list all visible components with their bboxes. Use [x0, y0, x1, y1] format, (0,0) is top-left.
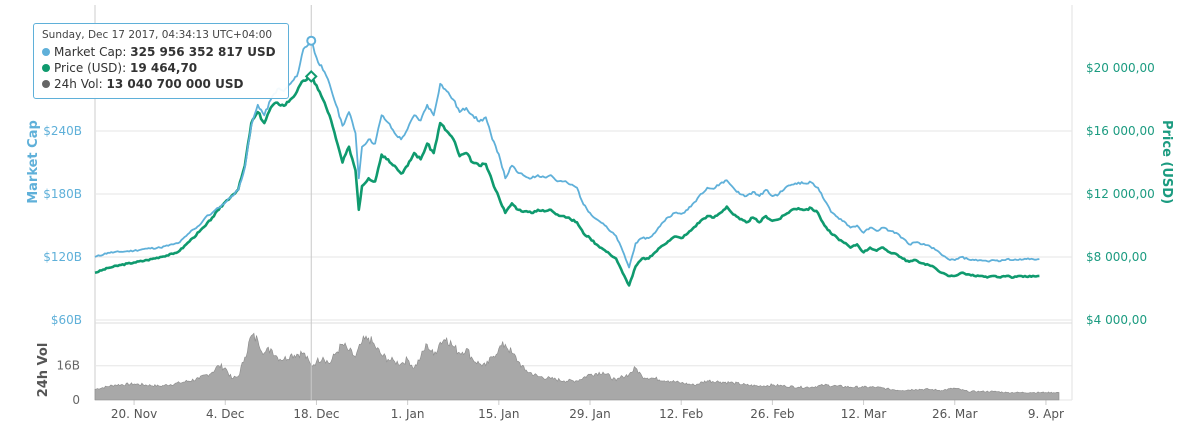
price-tick-label: $4 000,00 — [1086, 313, 1147, 327]
date-tick-label: 9. Apr — [1028, 407, 1064, 421]
tooltip-date: Sunday, Dec 17 2017, 04:34:13 UTC+04:00 — [42, 29, 273, 41]
price-tick-label: $8 000,00 — [1086, 250, 1147, 264]
date-tick-label: 1. Jan — [391, 407, 425, 421]
price-hover-marker — [304, 70, 318, 83]
date-tick-label: 4. Dec — [206, 407, 244, 421]
market-cap-hover-marker — [306, 35, 317, 46]
market-cap-line — [94, 39, 1040, 269]
volume-axis-title: 24h Vol — [36, 343, 51, 398]
volume-area — [94, 332, 1060, 401]
market-cap-axis-ticks: $60B $120B $180B $240B — [43, 124, 82, 327]
market-cap-tick-label: $240B — [43, 124, 82, 138]
tooltip-market-cap-row: Market Cap: 325 956 352 817 USD — [42, 44, 280, 60]
tooltip-price-label: Price (USD): — [54, 61, 127, 75]
price-line — [94, 74, 1040, 287]
tooltip-price-value: 19 464,70 — [129, 61, 198, 75]
date-tick-label: 12. Mar — [841, 407, 887, 421]
volume-tick-label: 16B — [56, 359, 80, 373]
tooltip-market-cap-label: Market Cap: — [54, 45, 127, 59]
volume-dot-icon — [42, 80, 50, 88]
date-tick-label: 15. Jan — [478, 407, 519, 421]
market-cap-tick-label: $60B — [51, 313, 82, 327]
date-tick-label: 29. Jan — [569, 407, 610, 421]
tooltip-volume-row: 24h Vol: 13 040 700 000 USD — [42, 76, 280, 92]
hover-markers — [304, 35, 318, 83]
tooltip-price-row: Price (USD): 19 464,70 — [42, 60, 280, 76]
date-tick-label: 12. Feb — [659, 407, 703, 421]
market-cap-tick-label: $180B — [43, 187, 82, 201]
price-tick-label: $12 000,00 — [1086, 187, 1155, 201]
date-tick-label: 26. Feb — [750, 407, 794, 421]
series-layer — [94, 39, 1060, 401]
volume-axis-ticks: 0 16B — [56, 359, 80, 407]
hover-tooltip: Sunday, Dec 17 2017, 04:34:13 UTC+04:00 … — [33, 23, 289, 99]
market-cap-axis-title: Market Cap — [26, 120, 41, 204]
price-tick-label: $20 000,00 — [1086, 61, 1155, 75]
price-tick-label: $16 000,00 — [1086, 124, 1155, 138]
volume-tick-label: 0 — [72, 393, 80, 407]
price-axis-title: Price (USD) — [1159, 120, 1174, 204]
tooltip-volume-label: 24h Vol: — [54, 77, 103, 91]
tooltip-volume-value: 13 040 700 000 USD — [106, 77, 244, 91]
date-axis-ticks: 20. Nov 4. Dec 18. Dec 1. Jan 15. Jan 29. Jan… — [111, 400, 1064, 421]
market-cap-tick-label: $120B — [43, 250, 82, 264]
date-tick-label: 20. Nov — [111, 407, 157, 421]
date-tick-label: 26. Mar — [932, 407, 978, 421]
price-axis-ticks: $4 000,00 $8 000,00 $12 000,00 $16 000,00 $2… — [1086, 61, 1155, 327]
date-tick-label: 18. Dec — [293, 407, 339, 421]
market-cap-dot-icon — [42, 48, 50, 56]
tooltip-market-cap-value: 325 956 352 817 USD — [130, 45, 276, 59]
price-dot-icon — [42, 64, 50, 72]
